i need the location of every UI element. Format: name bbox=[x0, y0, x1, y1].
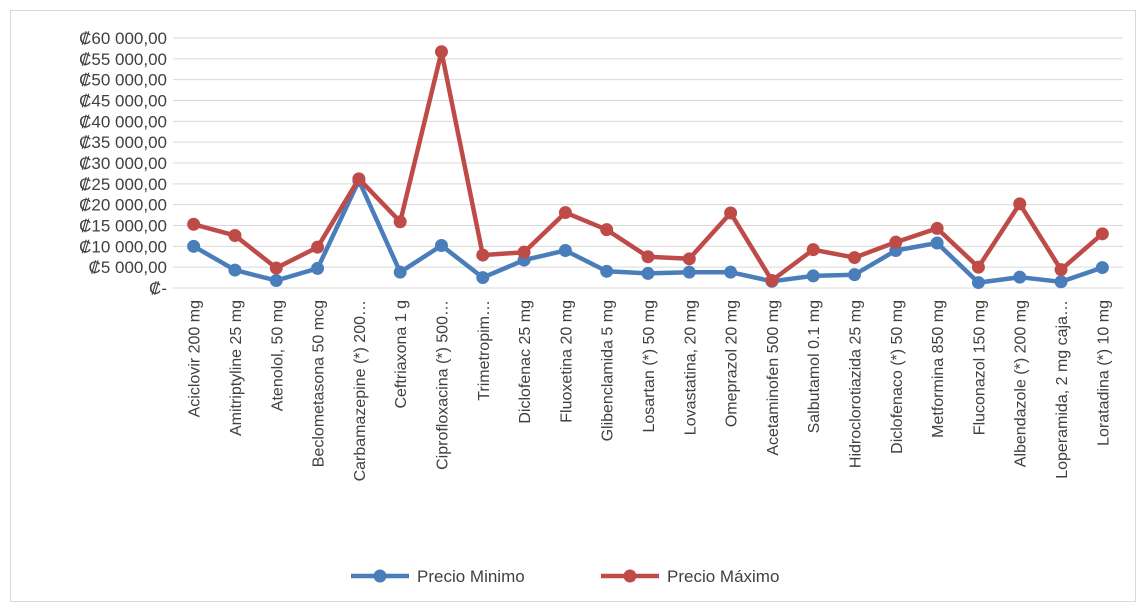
data-point bbox=[1054, 263, 1068, 277]
x-tick-label: Diclofenac 25 mg bbox=[517, 300, 534, 424]
data-point bbox=[558, 244, 572, 257]
data-point bbox=[1095, 261, 1109, 275]
data-point bbox=[352, 172, 366, 186]
data-point bbox=[558, 206, 572, 220]
data-point bbox=[1054, 275, 1068, 289]
data-point bbox=[600, 264, 614, 278]
data-point bbox=[187, 217, 201, 231]
data-point bbox=[848, 251, 862, 265]
legend-swatch-marker bbox=[623, 569, 637, 583]
data-point bbox=[393, 265, 407, 279]
data-point bbox=[517, 245, 531, 259]
x-tick-label: Ceftriaxona 1 g bbox=[393, 300, 410, 409]
legend-item: Precio Máximo bbox=[601, 567, 779, 586]
y-tick-label: ₡5 000,00 bbox=[89, 258, 167, 277]
data-point bbox=[1095, 227, 1109, 241]
x-tick-label: Fluoxetina 20 mg bbox=[558, 300, 575, 423]
data-point bbox=[600, 223, 614, 237]
data-point bbox=[971, 276, 985, 290]
data-point bbox=[641, 266, 655, 280]
y-tick-label: ₡40 000,00 bbox=[79, 112, 167, 131]
x-tick-label: Hidroclorotiazida 25 mg bbox=[848, 300, 865, 468]
y-tick-label: ₡50 000,00 bbox=[79, 71, 167, 90]
legend-label: Precio Máximo bbox=[667, 567, 779, 586]
legend: Precio Minimo Precio Máximo bbox=[351, 567, 779, 586]
data-point bbox=[765, 274, 779, 287]
data-point bbox=[228, 229, 242, 242]
y-tick-label: ₡25 000,00 bbox=[79, 175, 167, 194]
x-tick-label: Fluconazol 150 mg bbox=[971, 300, 988, 435]
x-tick-label: Salbutamol 0.1 mg bbox=[806, 300, 823, 433]
x-tick-label: Albendazole (*) 200 mg bbox=[1013, 300, 1030, 467]
x-tick-label: Atenolol, 50 mg bbox=[269, 300, 286, 411]
data-point bbox=[848, 268, 862, 282]
y-tick-label: ₡35 000,00 bbox=[79, 133, 167, 152]
data-point bbox=[476, 248, 490, 262]
y-tick-label: ₡45 000,00 bbox=[79, 92, 167, 111]
x-tick-label: Carbamazepine (*) 200… bbox=[352, 300, 369, 481]
data-point bbox=[393, 215, 407, 229]
x-tick-label: Trimetropim… bbox=[476, 300, 493, 401]
x-tick-label: Losartan (*) 50 mg bbox=[641, 300, 658, 433]
x-tick-label: Ciprofloxacina (*) 500… bbox=[434, 300, 451, 470]
y-tick-label: ₡20 000,00 bbox=[79, 196, 167, 215]
x-tick-label: Amitriptyline 25 mg bbox=[228, 300, 245, 436]
data-point bbox=[434, 45, 448, 59]
gridlines bbox=[173, 37, 1123, 289]
data-point bbox=[269, 261, 283, 275]
data-point bbox=[682, 265, 696, 279]
data-point bbox=[971, 260, 985, 274]
data-point bbox=[228, 263, 242, 277]
data-point bbox=[187, 239, 201, 253]
data-point bbox=[806, 269, 820, 283]
data-point bbox=[311, 261, 325, 275]
y-tick-label: ₡30 000,00 bbox=[79, 154, 167, 173]
data-point bbox=[930, 236, 944, 250]
legend-label: Precio Minimo bbox=[417, 567, 525, 586]
data-point bbox=[311, 240, 325, 254]
y-tick-label: ₡60 000,00 bbox=[79, 29, 167, 48]
data-point bbox=[724, 206, 738, 220]
data-point bbox=[806, 243, 820, 257]
x-tick-label: Aciclovir 200 mg bbox=[187, 300, 204, 417]
data-point bbox=[1013, 270, 1027, 284]
y-tick-label: ₡10 000,00 bbox=[79, 237, 167, 256]
data-point bbox=[724, 265, 738, 279]
x-tick-label: Beclometasona 50 mcg bbox=[311, 300, 328, 467]
x-tick-label: Metformina 850 mg bbox=[930, 300, 947, 438]
legend-swatch-marker bbox=[373, 569, 387, 583]
data-point bbox=[682, 252, 696, 266]
x-tick-label: Omeprazol 20 mg bbox=[724, 300, 741, 427]
series-layer bbox=[187, 45, 1109, 290]
y-tick-label: ₡- bbox=[149, 279, 167, 298]
y-axis-tick-labels: ₡- ₡5 000,00 ₡10 000,00₡15 000,00 ₡20 000,0… bbox=[79, 29, 167, 298]
legend-item: Precio Minimo bbox=[351, 567, 525, 586]
data-point bbox=[889, 235, 903, 249]
x-tick-label: Glibenclamida 5 mg bbox=[600, 300, 617, 441]
x-tick-label: Acetaminofen 500 mg bbox=[765, 300, 782, 456]
x-tick-label: Lovastatina, 20 mg bbox=[682, 300, 699, 435]
x-axis-tick-labels: Aciclovir 200 mg Amitriptyline 25 mg Ateno… bbox=[187, 300, 1113, 481]
y-tick-label: ₡15 000,00 bbox=[79, 217, 167, 236]
data-point bbox=[476, 271, 490, 285]
x-tick-label: Loratadina (*) 10 mg bbox=[1095, 300, 1112, 446]
chart-frame: ₡- ₡5 000,00 ₡10 000,00 ₡15 000,00 ₡20 000,0… bbox=[10, 10, 1136, 602]
data-point bbox=[1013, 197, 1027, 211]
series-precio-maximo bbox=[187, 45, 1109, 287]
line-chart: ₡- ₡5 000,00 ₡10 000,00₡15 000,00 ₡20 000,0… bbox=[79, 29, 1123, 586]
data-point bbox=[434, 239, 448, 252]
data-point bbox=[930, 221, 944, 235]
x-tick-label: Loperamida, 2 mg caja… bbox=[1054, 300, 1071, 479]
x-tick-label: Diclofenaco (*) 50 mg bbox=[889, 300, 906, 454]
y-tick-label: ₡55 000,00 bbox=[79, 50, 167, 69]
data-point bbox=[269, 274, 283, 287]
data-point bbox=[641, 250, 655, 264]
